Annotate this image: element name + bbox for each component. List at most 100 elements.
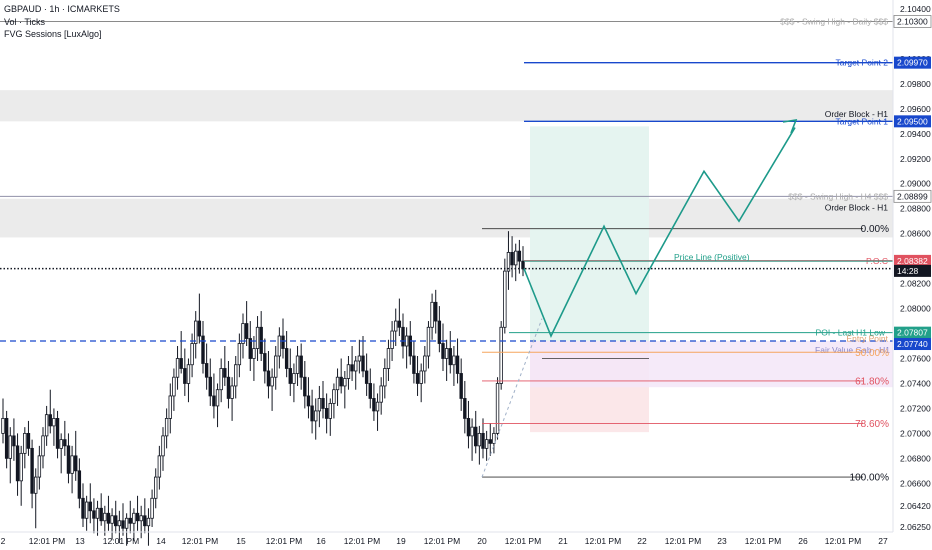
candle-body xyxy=(183,368,187,384)
y-tick-label: 2.06420 xyxy=(900,501,931,511)
y-tick-label: 2.07000 xyxy=(900,428,931,438)
candle-body xyxy=(226,376,231,399)
candle-body xyxy=(299,355,303,378)
candle-body xyxy=(52,418,56,427)
candle-body xyxy=(401,326,405,347)
candle-body xyxy=(379,385,383,403)
candle-body xyxy=(4,418,9,459)
x-tick-label: 12:01 PM xyxy=(505,536,541,546)
candle-body xyxy=(164,418,169,437)
candle-body xyxy=(430,301,434,328)
x-tick-label: 21 xyxy=(558,536,568,546)
candle-body xyxy=(124,517,129,529)
projected-path-arrow xyxy=(782,118,798,134)
candle-body xyxy=(186,364,191,384)
candle-body xyxy=(146,517,151,527)
candle-body xyxy=(354,360,358,372)
price-tag-label: 14:28 xyxy=(897,266,919,276)
candle-body xyxy=(306,395,311,407)
candle-body xyxy=(328,403,332,419)
candle-body xyxy=(463,398,467,419)
candle-body xyxy=(92,510,96,519)
fib-level-label: 0.00% xyxy=(861,224,889,235)
candle-body xyxy=(179,358,183,369)
candle-body xyxy=(423,355,427,372)
candle-body xyxy=(175,358,180,378)
candle-body xyxy=(157,455,162,478)
fvg-label: Fair Value Gab - H1 xyxy=(815,345,890,355)
candle-body xyxy=(459,373,463,399)
candle-body xyxy=(81,497,85,519)
candle-body xyxy=(394,320,398,332)
order-block-upper-label: Order Block - H1 xyxy=(825,109,889,119)
candle-body xyxy=(426,326,431,357)
candle-body xyxy=(241,323,245,344)
candle-body xyxy=(204,363,209,378)
x-tick-label: 12:01 PM xyxy=(266,536,302,546)
candle-body xyxy=(474,426,478,447)
candle-body xyxy=(303,376,307,397)
candle-body xyxy=(455,355,460,374)
y-tick-label: 2.09200 xyxy=(900,154,931,164)
candle-body xyxy=(150,497,154,519)
x-tick-label: 13 xyxy=(75,536,85,546)
candle-body xyxy=(110,515,114,524)
candle-body xyxy=(143,515,147,527)
candle-body xyxy=(266,370,271,387)
price-tag-label: 2.08382 xyxy=(897,256,928,266)
candle-body xyxy=(23,432,27,454)
y-tick-label: 2.06600 xyxy=(900,478,931,488)
legend-symbol[interactable]: GBPAUD · 1h · ICMARKETS xyxy=(4,4,120,14)
price-tag-bg xyxy=(894,338,931,351)
candle-body xyxy=(161,435,165,457)
chart-legend: GBPAUD · 1h · ICMARKETS Vol · Ticks FVG … xyxy=(4,3,120,41)
y-tick-label: 2.07600 xyxy=(900,353,931,363)
candle-body xyxy=(495,383,500,434)
projection-layer xyxy=(523,118,798,339)
order-block-lower-label: Order Block - H1 xyxy=(825,202,889,212)
candle-body xyxy=(234,364,238,387)
legend-indicator-fvg[interactable]: FVG Sessions [LuxAlgo] xyxy=(4,29,102,39)
candle-body xyxy=(244,323,249,339)
candle-body xyxy=(223,368,227,378)
candle-body xyxy=(386,348,391,369)
legend-indicator-volume[interactable]: Vol · Ticks xyxy=(4,16,46,27)
x-tick-label: 12:01 PM xyxy=(665,536,701,546)
price-tag-bg xyxy=(893,15,932,28)
candle-body xyxy=(66,445,71,474)
x-tick-label: 27 xyxy=(878,536,888,546)
candle-body xyxy=(237,343,242,366)
candles-layer xyxy=(1,231,525,546)
candle-body xyxy=(74,455,78,472)
candle-body xyxy=(154,476,158,499)
candle-body xyxy=(372,398,376,412)
candle-body xyxy=(339,376,343,387)
x-tick-label: 12:01 PM xyxy=(585,536,621,546)
candle-body xyxy=(288,368,292,384)
candle-body xyxy=(470,426,474,437)
y-tick-label: 2.08600 xyxy=(900,229,931,239)
candle-body xyxy=(255,326,260,349)
x-tick-label: 26 xyxy=(798,536,808,546)
candle-body xyxy=(19,452,23,482)
candle-body xyxy=(252,348,256,359)
candle-body xyxy=(106,512,111,524)
y-tick-label: 2.09600 xyxy=(900,104,931,114)
target-point-2-label: Target Point 2 xyxy=(836,58,889,68)
candle-body xyxy=(375,401,380,412)
candle-body xyxy=(132,512,136,524)
candle-body xyxy=(506,251,511,272)
candle-body xyxy=(484,439,489,449)
candle-body xyxy=(412,355,416,374)
candle-body xyxy=(63,439,67,447)
candle-body xyxy=(139,515,143,522)
candle-body xyxy=(208,376,212,397)
candle-body xyxy=(397,320,402,328)
candle-body xyxy=(281,335,285,349)
candle-body xyxy=(343,378,347,387)
candle-body xyxy=(292,373,296,384)
candle-body xyxy=(481,432,485,449)
candle-body xyxy=(448,348,452,366)
